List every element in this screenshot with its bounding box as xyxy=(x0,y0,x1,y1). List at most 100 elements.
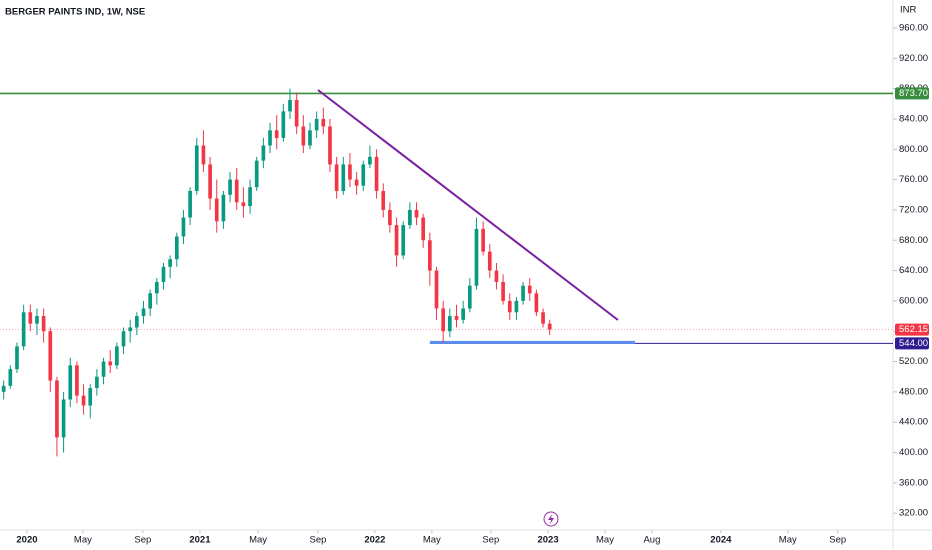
y-tick-label: 600.00 xyxy=(899,295,928,306)
x-tick-label: May xyxy=(249,535,267,546)
candle-body xyxy=(521,285,525,301)
candle-body xyxy=(174,236,179,260)
candle-body xyxy=(35,316,39,324)
candle-body xyxy=(101,361,106,377)
y-tick-label: 680.00 xyxy=(899,235,928,246)
candle-body xyxy=(88,388,93,406)
x-tick-label: 2024 xyxy=(710,535,732,546)
price-label-box xyxy=(895,323,929,336)
replay-icon[interactable] xyxy=(543,511,559,527)
y-tick-label: 960.00 xyxy=(899,22,928,33)
candle-body xyxy=(254,160,259,188)
x-tick-label: May xyxy=(423,535,441,546)
candle-body xyxy=(428,240,432,271)
x-tick-label: Sep xyxy=(829,535,846,546)
candle-body xyxy=(81,395,86,406)
candle-body xyxy=(181,217,186,237)
candle-body xyxy=(214,198,219,222)
candle-body xyxy=(507,300,512,313)
candle-body xyxy=(308,130,312,146)
x-tick-label: May xyxy=(779,535,797,546)
x-tick-label: Sep xyxy=(310,535,327,546)
candle-body xyxy=(248,187,252,207)
y-tick-label: 640.00 xyxy=(899,265,928,276)
candle-body xyxy=(434,270,439,309)
candle-body xyxy=(228,179,232,195)
currency-label: INR xyxy=(900,5,917,16)
candle-body xyxy=(321,118,326,127)
y-tick-label: 360.00 xyxy=(899,477,928,488)
candle-body xyxy=(341,164,346,191)
y-tick-label: 840.00 xyxy=(899,113,928,124)
candle-body xyxy=(354,179,359,186)
candle-body xyxy=(68,365,73,400)
candle-body xyxy=(454,316,459,320)
candle-body xyxy=(168,259,172,267)
candle-body xyxy=(75,365,79,396)
candle-body xyxy=(15,346,19,370)
price-label: 873.70 xyxy=(899,88,928,99)
x-tick-label: Sep xyxy=(482,535,499,546)
candle-body xyxy=(294,99,299,127)
candle-body xyxy=(8,369,13,386)
price-label: 544.00 xyxy=(899,338,928,349)
candle-body xyxy=(408,209,412,226)
candle-body xyxy=(394,225,399,256)
candle-body xyxy=(447,316,452,332)
candle-body xyxy=(1,385,6,392)
candle-body xyxy=(381,190,386,210)
candle-body xyxy=(414,209,419,218)
x-tick-label: Sep xyxy=(134,535,151,546)
candle-body xyxy=(421,217,426,241)
candle-body xyxy=(388,209,392,226)
candle-body xyxy=(21,312,26,347)
y-tick-label: 400.00 xyxy=(899,447,928,458)
candle-body xyxy=(461,308,465,320)
price-label-box xyxy=(895,87,929,100)
price-label: 562.15 xyxy=(899,324,928,335)
candle-body xyxy=(194,145,199,191)
candle-body xyxy=(487,251,492,271)
candle-body xyxy=(348,164,352,180)
x-tick-label: May xyxy=(596,535,614,546)
candle-body xyxy=(541,312,545,324)
candle-body xyxy=(55,380,59,438)
candle-body xyxy=(41,316,46,332)
candle-body xyxy=(241,202,246,207)
candle-body xyxy=(208,164,212,199)
candle-body xyxy=(221,194,226,222)
candle-body xyxy=(288,99,292,112)
candle-body xyxy=(95,376,99,389)
candle-body xyxy=(135,316,139,328)
candle-body xyxy=(141,308,146,317)
x-tick-label: 2021 xyxy=(189,535,211,546)
candle-body xyxy=(261,145,266,161)
candle-body xyxy=(547,323,552,330)
candle-body xyxy=(281,111,286,138)
candle-body xyxy=(374,156,379,191)
y-tick-label: 720.00 xyxy=(899,204,928,215)
candle-body xyxy=(368,156,372,165)
candle-body xyxy=(481,228,485,252)
candle-body xyxy=(494,270,499,282)
candle-body xyxy=(474,228,479,286)
y-tick-label: 520.00 xyxy=(899,356,928,367)
candle-body xyxy=(128,327,133,332)
candle-body xyxy=(314,118,319,131)
candle-body xyxy=(161,266,166,282)
candle-body xyxy=(514,300,519,313)
candle-body xyxy=(334,164,339,191)
candle-body xyxy=(154,281,159,294)
candle-body xyxy=(121,331,126,347)
x-tick-label: Aug xyxy=(643,535,660,546)
candle-body xyxy=(28,312,33,324)
candle-body xyxy=(61,399,66,438)
y-tick-label: 320.00 xyxy=(899,508,928,519)
candle-body xyxy=(441,308,446,332)
candle-body xyxy=(401,225,406,256)
y-tick-label: 440.00 xyxy=(899,417,928,428)
candle-body xyxy=(534,293,539,313)
candle-body xyxy=(115,346,119,366)
x-tick-label: 2023 xyxy=(537,535,558,546)
